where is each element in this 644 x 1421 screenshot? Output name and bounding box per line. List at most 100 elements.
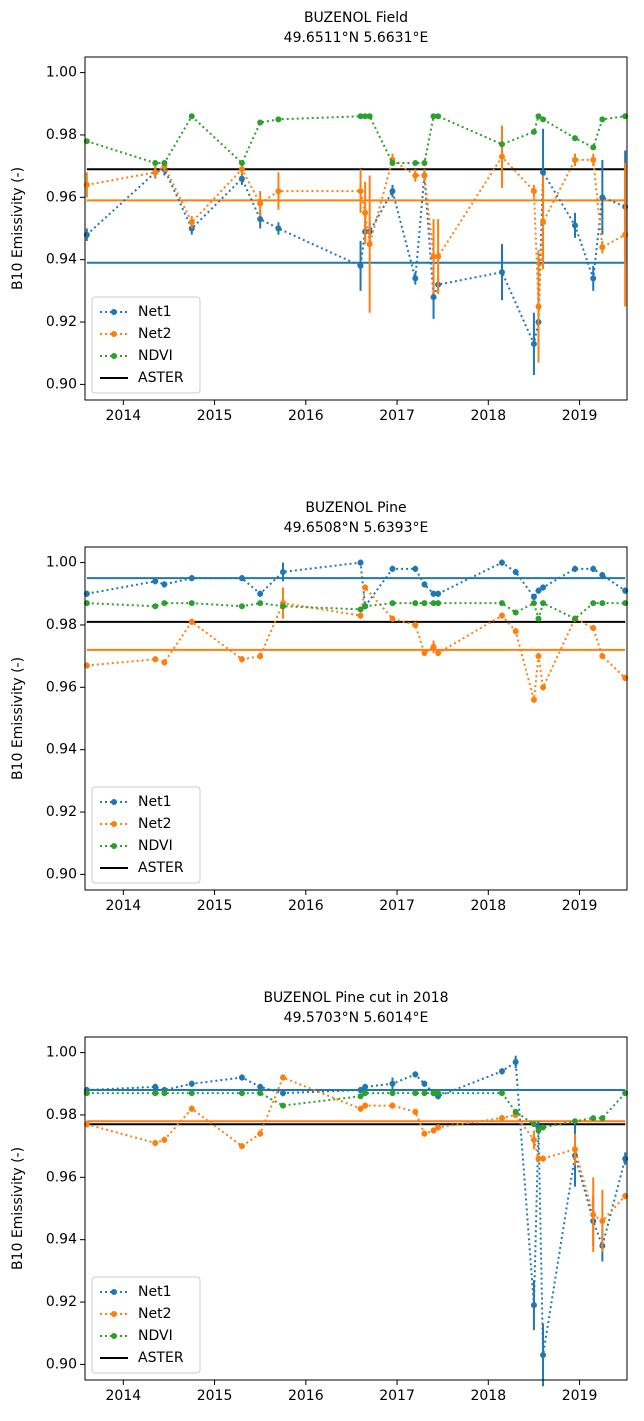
y-tick-label: 0.94 xyxy=(46,742,77,758)
data-point xyxy=(152,1140,159,1147)
data-point xyxy=(540,584,547,591)
legend-marker xyxy=(111,309,117,315)
x-tick-label: 2018 xyxy=(470,898,506,914)
data-point xyxy=(512,568,519,575)
data-point xyxy=(389,615,396,622)
data-point xyxy=(412,160,419,167)
data-point xyxy=(275,225,282,232)
data-point xyxy=(238,603,245,610)
y-tick-label: 0.92 xyxy=(46,804,77,820)
data-point xyxy=(161,160,168,167)
data-point xyxy=(238,175,245,182)
data-point xyxy=(161,1090,168,1097)
y-tick-label: 0.98 xyxy=(46,1107,77,1123)
data-point xyxy=(362,603,369,610)
data-point xyxy=(152,603,159,610)
data-point xyxy=(535,113,542,120)
data-point xyxy=(366,113,373,120)
data-point xyxy=(498,559,505,566)
data-point xyxy=(280,1102,287,1109)
data-point xyxy=(421,581,428,588)
x-tick-label: 2019 xyxy=(562,408,598,424)
data-point xyxy=(498,1115,505,1122)
data-point xyxy=(512,628,519,635)
y-tick-label: 0.92 xyxy=(46,1294,77,1310)
data-point xyxy=(257,1090,264,1097)
data-point xyxy=(590,144,597,151)
chart-subtitle: 49.6511°N 5.6631°E xyxy=(284,30,429,46)
data-point xyxy=(435,1090,442,1097)
data-point xyxy=(275,188,282,195)
data-point xyxy=(152,1090,159,1097)
data-point xyxy=(530,128,537,135)
data-point xyxy=(435,253,442,260)
data-point xyxy=(412,172,419,179)
x-tick-label: 2015 xyxy=(197,898,233,914)
legend-box xyxy=(91,1276,201,1374)
data-point xyxy=(188,1090,195,1097)
data-point xyxy=(540,1124,547,1131)
data-point xyxy=(571,565,578,572)
data-point xyxy=(362,1090,369,1097)
y-tick-label: 0.90 xyxy=(46,376,77,392)
legend-label: Net1 xyxy=(138,1284,171,1300)
data-point xyxy=(512,609,519,616)
data-point xyxy=(535,587,542,594)
data-point xyxy=(357,262,364,269)
data-point xyxy=(435,113,442,120)
data-point xyxy=(590,1211,597,1218)
data-point xyxy=(389,565,396,572)
data-point xyxy=(257,1083,264,1090)
data-point xyxy=(389,1090,396,1097)
data-point xyxy=(599,194,606,201)
legend-label: Net2 xyxy=(138,1306,171,1322)
legend-box xyxy=(91,786,201,884)
y-tick-label: 0.90 xyxy=(46,866,77,882)
legend-marker xyxy=(111,821,117,827)
legend-label: NDVI xyxy=(138,348,173,364)
data-point xyxy=(257,600,264,607)
data-point xyxy=(599,600,606,607)
legend-marker xyxy=(111,353,117,359)
data-point xyxy=(188,618,195,625)
data-point xyxy=(161,659,168,666)
data-point xyxy=(188,113,195,120)
series-line xyxy=(86,561,626,609)
x-tick-label: 2016 xyxy=(288,408,324,424)
data-point xyxy=(590,600,597,607)
data-point xyxy=(366,241,373,248)
data-point xyxy=(435,590,442,597)
data-point xyxy=(357,1087,364,1094)
data-point xyxy=(535,615,542,622)
data-point xyxy=(161,581,168,588)
legend-label: ASTER xyxy=(138,860,184,876)
y-tick-label: 0.96 xyxy=(46,189,77,205)
data-point xyxy=(530,340,537,347)
data-point xyxy=(530,696,537,703)
data-point xyxy=(362,1102,369,1109)
chart-title: BUZENOL Pine cut in 2018 xyxy=(263,990,448,1006)
data-point xyxy=(280,568,287,575)
data-point xyxy=(590,275,597,282)
data-point xyxy=(498,612,505,619)
data-point xyxy=(599,116,606,123)
data-point xyxy=(535,1155,542,1162)
data-point xyxy=(257,1130,264,1137)
data-point xyxy=(152,656,159,663)
data-point xyxy=(430,253,437,260)
legend-marker xyxy=(111,1311,117,1317)
data-point xyxy=(421,1130,428,1137)
data-point xyxy=(430,1090,437,1097)
axes-frame xyxy=(84,546,628,891)
data-point xyxy=(530,600,537,607)
chart-subtitle: 49.6508°N 5.6393°E xyxy=(284,520,429,536)
data-point xyxy=(362,584,369,591)
data-point xyxy=(152,1083,159,1090)
data-point xyxy=(412,600,419,607)
x-tick-label: 2016 xyxy=(288,898,324,914)
chart-title: BUZENOL Field xyxy=(304,10,408,26)
data-point xyxy=(421,650,428,657)
data-point xyxy=(188,600,195,607)
legend-label: Net1 xyxy=(138,794,171,810)
